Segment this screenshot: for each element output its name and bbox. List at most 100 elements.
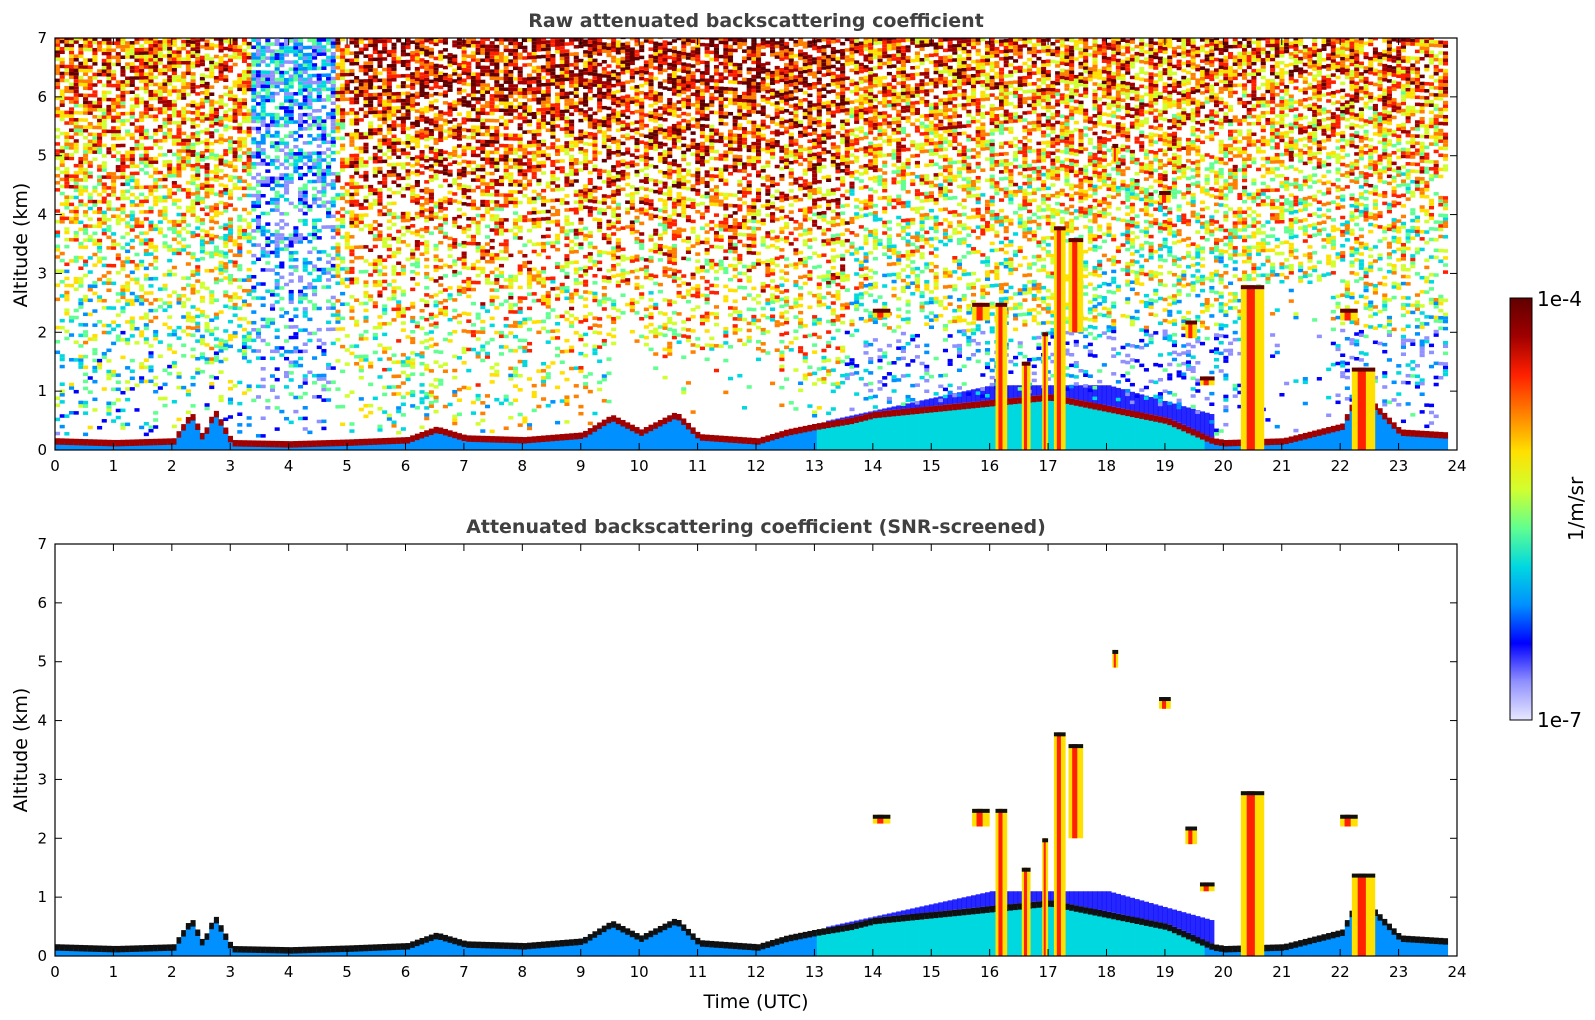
heatmap-cell <box>251 260 257 265</box>
heatmap-cell <box>223 226 229 231</box>
heatmap-cell <box>209 385 215 390</box>
heatmap-cell <box>456 207 462 212</box>
heatmap-cell <box>195 63 201 68</box>
heatmap-cell <box>176 170 182 174</box>
heatmap-cell <box>167 347 173 351</box>
heatmap-cell <box>349 132 355 137</box>
heatmap-cell <box>139 442 145 450</box>
heatmap-cell <box>307 299 313 304</box>
heatmap-cell <box>73 65 79 69</box>
heatmap-cell <box>120 330 126 335</box>
heatmap-cell <box>260 49 266 53</box>
heatmap-cell <box>106 306 112 310</box>
heatmap-cell <box>251 440 257 447</box>
heatmap-cell <box>111 119 117 123</box>
heatmap-cell <box>199 101 205 106</box>
heatmap-cell <box>209 419 215 450</box>
heatmap-cell <box>73 54 79 58</box>
heatmap-cell <box>363 319 369 323</box>
heatmap-cell <box>344 334 350 338</box>
heatmap-cell <box>241 218 248 222</box>
heatmap-cell <box>185 156 191 160</box>
heatmap-cell <box>414 261 420 265</box>
heatmap-cell <box>288 293 294 297</box>
heatmap-cell <box>400 437 406 444</box>
heatmap-cell <box>410 54 416 59</box>
top-panel: Raw attenuated backscattering coefficien… <box>10 10 1467 475</box>
heatmap-cell <box>59 145 65 150</box>
heatmap-cell <box>269 42 276 46</box>
heatmap-cell <box>382 173 388 178</box>
heatmap-cell <box>489 281 495 285</box>
heatmap-cell <box>335 94 341 98</box>
heatmap-cell <box>246 289 252 293</box>
heatmap-cell <box>185 389 191 393</box>
heatmap-cell <box>316 179 322 184</box>
heatmap-cell <box>279 275 285 280</box>
heatmap-cell <box>480 125 486 130</box>
heatmap-cell <box>199 158 205 162</box>
heatmap-cell <box>69 128 75 133</box>
heatmap-cell <box>494 83 500 88</box>
heatmap-cell <box>386 53 392 57</box>
heatmap-cell <box>115 196 121 201</box>
heatmap-cell <box>111 55 117 60</box>
heatmap-cell <box>195 426 201 450</box>
heatmap-cell <box>129 320 135 324</box>
heatmap-cell <box>232 94 238 99</box>
heatmap-cell <box>237 186 243 190</box>
heatmap-cell <box>414 45 420 50</box>
heatmap-cell <box>227 175 233 179</box>
heatmap-cell <box>213 61 219 66</box>
heatmap-cell <box>190 255 196 260</box>
heatmap-cell <box>190 269 196 274</box>
heatmap-cell <box>223 255 229 259</box>
heatmap-cell <box>185 191 191 196</box>
heatmap-cell <box>83 245 89 249</box>
heatmap-cell <box>279 70 285 75</box>
heatmap-cell <box>167 304 173 309</box>
heatmap-cell <box>111 83 117 88</box>
heatmap-cell <box>498 193 505 197</box>
heatmap-cell <box>354 54 360 59</box>
heatmap-cell <box>269 144 276 149</box>
heatmap-cell <box>125 387 131 391</box>
heatmap-cell <box>321 373 327 378</box>
heatmap-cell <box>111 147 117 151</box>
heatmap-cell <box>97 249 103 253</box>
heatmap-cell <box>227 259 233 264</box>
heatmap-cell <box>279 346 285 350</box>
heatmap-cell <box>354 38 360 41</box>
heatmap-cell <box>312 66 318 71</box>
heatmap-cell <box>316 77 322 81</box>
heatmap-cell <box>153 276 159 281</box>
heatmap-cell <box>330 313 336 317</box>
heatmap-cell <box>111 69 117 74</box>
heatmap-cell <box>274 155 280 159</box>
heatmap-cell <box>475 355 481 359</box>
heatmap-cell <box>185 159 191 164</box>
heatmap-cell <box>438 430 444 450</box>
heatmap-cell <box>125 366 131 370</box>
heatmap-cell <box>484 435 491 443</box>
heatmap-cell <box>391 191 397 195</box>
heatmap-cell <box>283 46 290 50</box>
heatmap-cell <box>288 325 294 329</box>
heatmap-cell <box>246 165 252 169</box>
heatmap-cell <box>97 320 103 324</box>
heatmap-cell <box>391 95 397 100</box>
heatmap-cell <box>302 141 308 145</box>
heatmap-cell <box>377 138 383 143</box>
heatmap-cell <box>321 158 327 162</box>
heatmap-cell <box>134 224 140 229</box>
heatmap-cell <box>83 61 89 66</box>
heatmap-cell <box>466 368 472 373</box>
heatmap-cell <box>428 178 434 182</box>
heatmap-cell <box>428 431 434 450</box>
heatmap-cell <box>410 164 416 168</box>
heatmap-cell <box>503 334 509 339</box>
heatmap-cell <box>143 160 149 165</box>
heatmap-cell <box>461 279 467 284</box>
heatmap-cell <box>213 107 219 112</box>
heatmap-cell <box>293 46 299 50</box>
